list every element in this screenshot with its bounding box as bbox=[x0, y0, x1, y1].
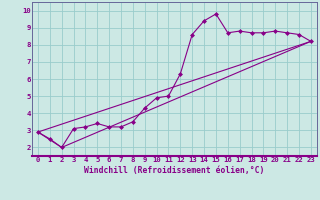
X-axis label: Windchill (Refroidissement éolien,°C): Windchill (Refroidissement éolien,°C) bbox=[84, 166, 265, 175]
